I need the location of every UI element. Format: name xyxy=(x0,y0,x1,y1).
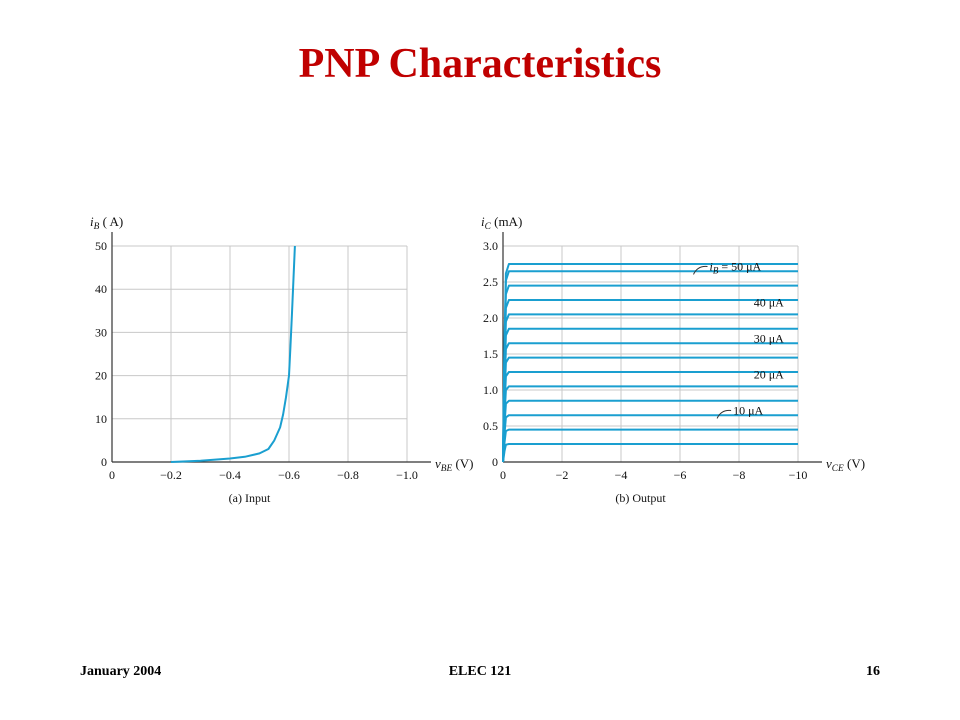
y-tick-label: 0 xyxy=(492,455,498,469)
chart-caption: (b) Output xyxy=(615,491,666,505)
series-curve-9 xyxy=(502,327,798,463)
curve-label: 40 μA xyxy=(754,295,784,309)
x-tick-label: −1.0 xyxy=(396,468,418,482)
x-tick-label: −2 xyxy=(556,468,569,482)
x-axis-label: vBE (V) xyxy=(435,456,474,474)
x-tick-label: −0.2 xyxy=(160,468,182,482)
series-curve-3 xyxy=(502,414,798,463)
y-axis-label: iB ( A) xyxy=(90,214,123,232)
series-curve-5 xyxy=(502,385,798,463)
y-tick-label: 20 xyxy=(95,369,107,383)
x-axis-label: vCE (V) xyxy=(826,456,865,474)
y-tick-label: 1.0 xyxy=(483,383,498,397)
input-characteristics-chart: 0 −0.2 −0.4 −0.6 −0.8 −1.0 0 10 20 30 40 50 iB ( A) v… xyxy=(90,214,474,505)
chart-caption: (a) Input xyxy=(229,491,271,505)
y-tick-label: 50 xyxy=(95,239,107,253)
curve-label: 10 μA xyxy=(733,403,763,417)
y-tick-label: 10 xyxy=(95,412,107,426)
x-tick-label: −4 xyxy=(615,468,628,482)
curve-label: 30 μA xyxy=(754,331,784,345)
footer-date: January 2004 xyxy=(80,664,162,679)
y-tick-label: 1.5 xyxy=(483,347,498,361)
y-tick-label: 0.5 xyxy=(483,419,498,433)
y-tick-label: 2.0 xyxy=(483,311,498,325)
x-tick-label: −6 xyxy=(674,468,687,482)
y-tick-label: 3.0 xyxy=(483,239,498,253)
x-tick-label: −10 xyxy=(789,468,808,482)
series-curve-14 xyxy=(502,263,798,463)
footer-course: ELEC 121 xyxy=(448,664,512,679)
curve-label-leader xyxy=(693,265,708,275)
y-tick-label: 2.5 xyxy=(483,275,498,289)
series-curve-2 xyxy=(502,428,798,463)
footer-page-number: 16 xyxy=(866,664,880,679)
y-tick-label: 30 xyxy=(95,325,107,339)
curve-label-leader xyxy=(716,409,732,419)
series-curve-1 xyxy=(170,245,296,463)
slide-title: PNP Characteristics xyxy=(298,41,662,87)
series-curve-1 xyxy=(502,443,798,463)
y-tick-label: 0 xyxy=(101,455,107,469)
x-tick-label: −0.4 xyxy=(219,468,241,482)
curve-label: 20 μA xyxy=(754,367,784,381)
curve-label: iB = 50 μA xyxy=(710,259,762,275)
x-tick-label: 0 xyxy=(500,468,506,482)
x-tick-label: −0.6 xyxy=(278,468,300,482)
y-axis-label: iC (mA) xyxy=(481,214,522,232)
y-tick-label: 40 xyxy=(95,282,107,296)
x-tick-label: 0 xyxy=(109,468,115,482)
output-characteristics-chart: 0 −2 −4 −6 −8 −10 0 0.5 1.0 1.5 2.0 2.5 3.0 iC (mA) vC… xyxy=(481,214,865,505)
x-tick-label: −0.8 xyxy=(337,468,359,482)
x-tick-label: −8 xyxy=(733,468,746,482)
